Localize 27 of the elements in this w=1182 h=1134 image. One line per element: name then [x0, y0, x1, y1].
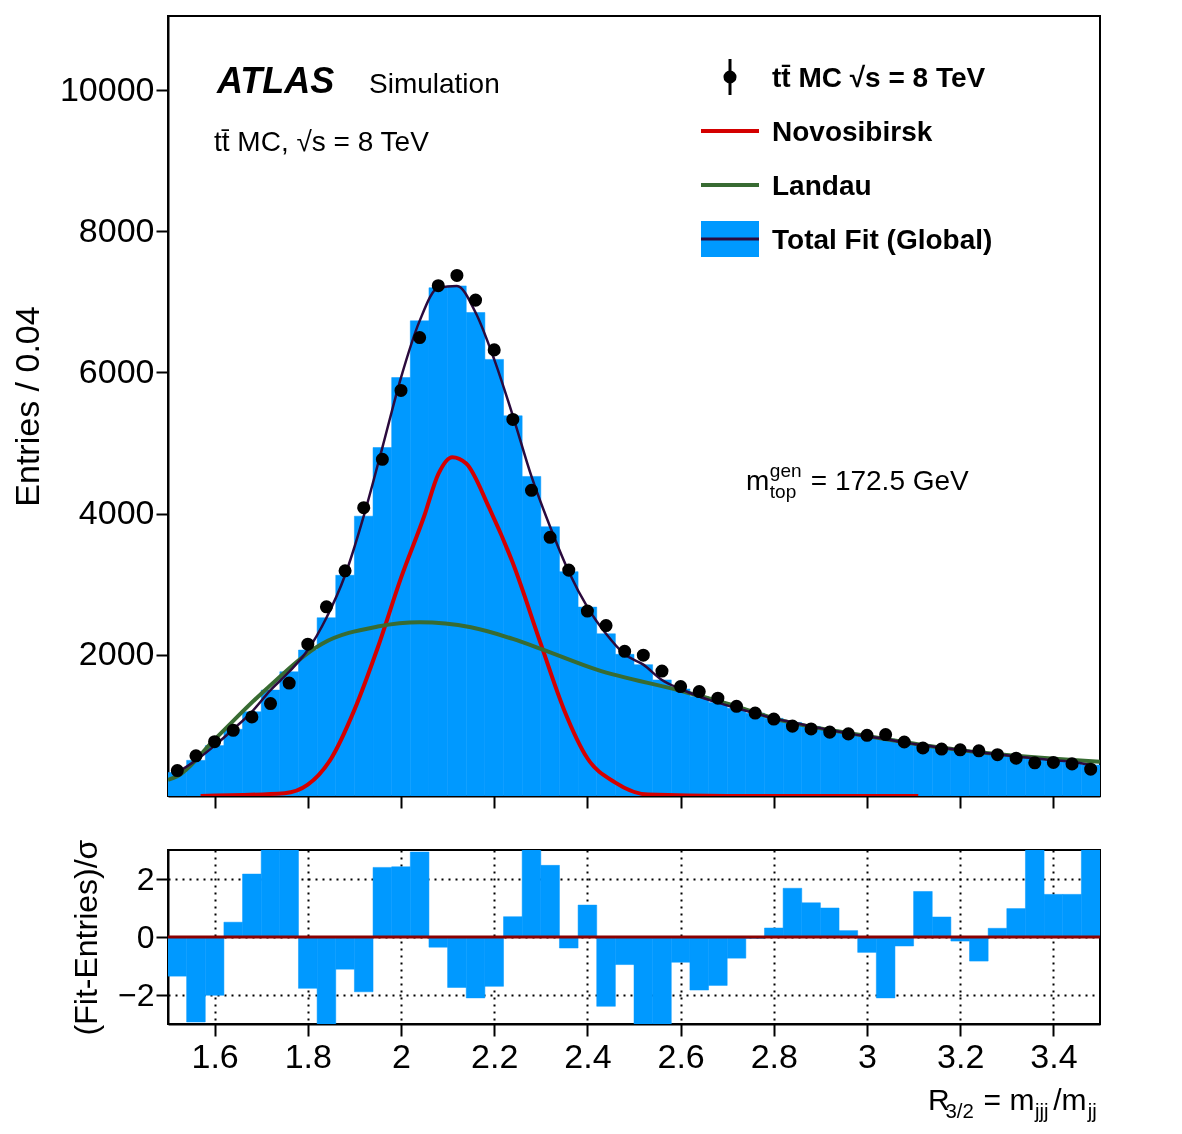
- y-axis-title: Entries / 0.04: [7, 306, 46, 507]
- x-tick-label: 2.8: [750, 1036, 798, 1075]
- legend-label: tt̄ MC √s = 8 TeV: [772, 62, 986, 93]
- x-tick-label: 2.4: [564, 1036, 612, 1075]
- x-tick-label: 2.2: [471, 1036, 519, 1075]
- y-axis-title: (Fit-Entries)/σ: [68, 839, 105, 1036]
- y-tick-label: 0: [136, 918, 155, 955]
- x-tick-label: 2.6: [657, 1036, 705, 1075]
- y-tick-label: −2: [118, 976, 155, 1013]
- legend-label: Novosibirsk: [772, 116, 933, 147]
- x-tick-label: 3.4: [1030, 1036, 1078, 1075]
- y-tick-label: 6000: [78, 351, 155, 390]
- annotation: tt̄ MC, √s = 8 TeV: [214, 126, 430, 157]
- legend-label: Landau: [772, 170, 872, 201]
- x-tick-label: 1.6: [191, 1036, 239, 1075]
- y-tick-label: 2: [136, 860, 155, 897]
- x-tick-label: 1.8: [284, 1036, 332, 1075]
- x-tick-label: 3: [858, 1036, 877, 1075]
- legend-label: Total Fit (Global): [772, 224, 993, 255]
- y-tick-label: 8000: [78, 210, 155, 249]
- y-tick-label: 10000: [59, 69, 155, 108]
- annotation: Simulation: [369, 68, 500, 99]
- x-tick-label: 3.2: [937, 1036, 985, 1075]
- annotation: ATLAS: [216, 60, 335, 101]
- x-tick-label: 2: [392, 1036, 411, 1075]
- y-tick-label: 4000: [78, 493, 155, 532]
- y-tick-label: 2000: [78, 634, 155, 673]
